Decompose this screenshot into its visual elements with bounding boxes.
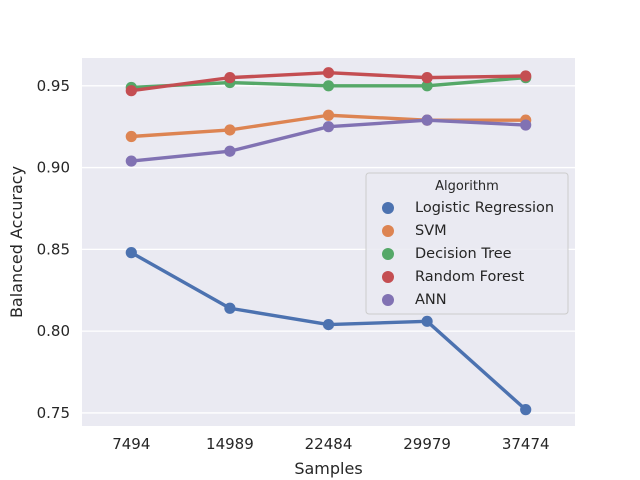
x-tick-label: 14989	[206, 435, 254, 453]
data-point	[520, 70, 532, 82]
data-point	[421, 114, 433, 126]
data-point	[224, 145, 236, 157]
legend-item: ANN	[382, 292, 447, 308]
y-tick-label: 0.80	[37, 322, 70, 340]
y-tick-label: 0.75	[37, 404, 70, 422]
data-point	[520, 404, 532, 416]
tick-label-layer: 0.75 0.80 0.85 0.90 0.95 7494 14989 22484 29979 3…	[37, 77, 550, 453]
data-point	[125, 85, 137, 97]
legend-label: Random Forest	[415, 269, 524, 285]
y-axis-title: Balanced Accuracy	[7, 166, 26, 318]
series-logistic-regression	[125, 247, 532, 416]
x-axis-title: Samples	[294, 459, 362, 478]
legend-label: SVM	[415, 223, 447, 239]
legend-items: Logistic Regression SVM Decision Tree Rando…	[382, 200, 554, 308]
series-layer	[125, 67, 532, 416]
legend-label: ANN	[415, 292, 447, 308]
x-tick-label: 7494	[112, 435, 150, 453]
legend-marker	[382, 271, 394, 283]
data-point	[224, 124, 236, 136]
x-tick-label: 37474	[502, 435, 550, 453]
legend-title: Algorithm	[435, 179, 499, 194]
data-point	[322, 318, 335, 331]
y-tick-label: 0.85	[37, 240, 70, 258]
data-point	[322, 121, 335, 133]
data-point	[322, 67, 335, 79]
data-point	[224, 72, 236, 84]
legend-item: Random Forest	[382, 269, 524, 285]
legend-item: Decision Tree	[382, 246, 512, 262]
data-point	[224, 302, 236, 314]
legend-item: SVM	[382, 223, 447, 239]
legend-marker	[382, 202, 394, 214]
data-point	[322, 109, 335, 121]
legend-marker	[382, 294, 394, 306]
legend-label: Logistic Regression	[415, 200, 554, 216]
series-ann	[125, 114, 532, 167]
data-point	[520, 119, 532, 131]
data-point	[125, 130, 137, 143]
x-tick-label: 29979	[403, 435, 451, 453]
y-tick-label: 0.95	[37, 77, 70, 95]
data-point	[421, 80, 433, 92]
data-point	[322, 80, 335, 92]
legend: Algorithm Logistic Regression SVM Decision…	[365, 172, 569, 315]
legend-label: Decision Tree	[415, 246, 512, 262]
legend-marker	[382, 225, 394, 237]
data-point	[421, 72, 433, 84]
legend-box	[365, 172, 569, 315]
legend-marker	[382, 248, 394, 260]
data-point	[421, 315, 433, 327]
data-point	[125, 247, 137, 259]
legend-item: Logistic Regression	[382, 200, 554, 216]
x-tick-label: 22484	[305, 435, 353, 453]
data-point	[125, 155, 137, 167]
series-random-forest	[125, 67, 532, 97]
y-tick-label: 0.90	[37, 159, 70, 177]
